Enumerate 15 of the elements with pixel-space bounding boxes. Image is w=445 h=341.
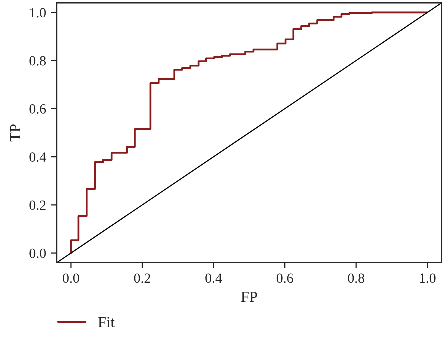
x-tick-label: 0.4 [206,274,222,284]
x-axis-title: FP [241,292,258,302]
y-tick-label: 0.2 [30,200,46,210]
x-tick-label: 1.0 [420,274,436,284]
y-tick-label: 1.0 [30,8,46,18]
x-tick-label: 0.6 [276,274,294,284]
legend-label: Fit [98,317,115,328]
y-tick-label: 0.8 [30,56,46,66]
x-tick-label: 0.2 [134,274,150,284]
x-tick-label: 0.0 [63,274,80,284]
y-tick-label: 0.4 [30,152,46,162]
y-tick-label: 0.0 [30,248,46,258]
y-tick-label: 0.6 [30,104,46,114]
y-axis-title: TP [10,124,20,142]
x-tick-label: 0.8 [348,274,364,284]
